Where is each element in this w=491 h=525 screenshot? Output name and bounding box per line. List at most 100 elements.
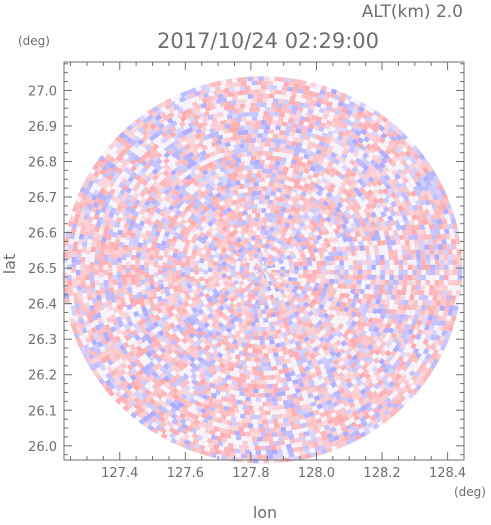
radar-echo-cell [70,305,77,312]
radar-echo-cell [330,269,336,275]
radar-echo-cell [339,437,346,444]
radar-echo-cell [217,111,224,118]
radar-echo-cell [126,282,132,288]
radar-echo-cell [349,390,357,397]
radar-echo-cell [131,215,138,222]
radar-echo-cell [287,430,293,436]
radar-echo-cell [179,212,186,219]
radar-echo-cell [140,391,148,399]
radar-echo-cell [263,388,269,394]
radar-echo-cell [393,254,399,261]
radar-echo-cell [149,184,156,192]
radar-echo-cell [141,289,147,295]
radar-echo-cell [201,97,209,104]
radar-echo-cell [166,360,174,368]
radar-echo-cell [253,276,259,282]
radar-echo-cell [351,250,357,256]
radar-echo-cell [228,231,235,238]
radar-echo-cell [265,428,271,433]
radar-echo-cell [411,319,418,326]
radar-echo-cell [412,264,417,270]
radar-echo-cell [231,285,238,292]
radar-echo-cell [438,280,444,286]
radar-echo-cell [334,206,342,213]
radar-echo-cell [217,217,225,224]
radar-echo-cell [120,355,128,363]
radar-echo-cell [262,80,268,86]
radar-echo-cell [230,416,237,422]
radar-echo-cell [259,357,265,363]
radar-echo-cell [360,420,368,427]
radar-echo-cell [327,373,335,380]
radar-echo-cell [378,284,385,290]
radar-echo-cell [131,354,138,362]
radar-echo-cell [369,146,377,154]
radar-echo-cell [151,161,159,169]
radar-echo-cell [352,306,359,314]
radar-echo-cell [411,304,418,311]
radar-echo-cell [351,166,359,174]
radar-echo-cell [67,249,73,255]
radar-echo-cell [171,145,179,153]
radar-echo-cell [173,190,181,197]
radar-echo-cell [239,161,245,167]
radar-echo-cell [225,234,232,241]
radar-echo-cell [118,287,124,293]
radar-echo-cell [237,317,243,324]
radar-echo-cell [403,234,409,241]
radar-echo-cell [226,177,233,184]
radar-echo-cell [107,174,114,181]
radar-echo-cell [198,301,206,309]
radar-echo-cell [226,78,233,84]
radar-echo-cell [275,205,282,211]
radar-echo-cell [167,335,175,342]
radar-echo-cell [133,142,141,149]
radar-echo-cell [209,358,216,365]
radar-echo-cell [204,278,210,284]
radar-echo-cell [306,344,313,351]
radar-echo-cell [197,225,205,232]
radar-echo-cell [323,325,331,332]
radar-echo-cell [110,356,118,364]
radar-echo-cell [258,267,263,270]
radar-echo-cell [152,235,159,242]
radar-echo-cell [335,124,342,131]
radar-echo-cell [380,269,386,275]
radar-echo-cell [264,304,269,310]
radar-echo-cell [122,341,130,349]
radar-echo-cell [242,147,249,153]
radar-echo-cell [181,281,187,287]
radar-echo-cell [441,218,448,225]
radar-echo-cell [309,180,317,187]
radar-echo-cell [225,228,232,235]
radar-echo-cell [271,347,278,353]
radar-echo-cell [259,261,263,266]
radar-echo-cell [140,317,148,324]
radar-echo-cell [301,93,308,100]
radar-echo-cell [94,279,100,286]
radar-echo-cell [234,448,241,454]
radar-echo-cell [331,342,339,350]
radar-echo-cell [362,424,370,432]
radar-echo-cell [252,76,259,81]
radar-echo-cell [264,230,269,236]
radar-echo-cell [358,161,366,168]
radar-echo-cell [432,174,440,182]
radar-echo-cell [85,249,91,255]
radar-echo-cell [343,218,350,225]
radar-echo-cell [317,312,325,319]
radar-echo-cell [389,160,397,168]
radar-echo-cell [192,437,200,444]
radar-echo-cell [236,307,243,314]
radar-echo-cell [292,154,299,161]
radar-echo-cell [231,113,238,119]
radar-echo-cell [427,175,435,182]
radar-echo-cell [293,150,300,157]
radar-echo-cell [160,240,167,247]
radar-echo-cell [216,417,223,424]
radar-echo-cell [146,120,153,127]
radar-echo-cell [190,106,198,113]
radar-echo-cell [274,440,280,446]
radar-echo-cell [180,423,188,430]
radar-echo-cell [372,395,380,402]
